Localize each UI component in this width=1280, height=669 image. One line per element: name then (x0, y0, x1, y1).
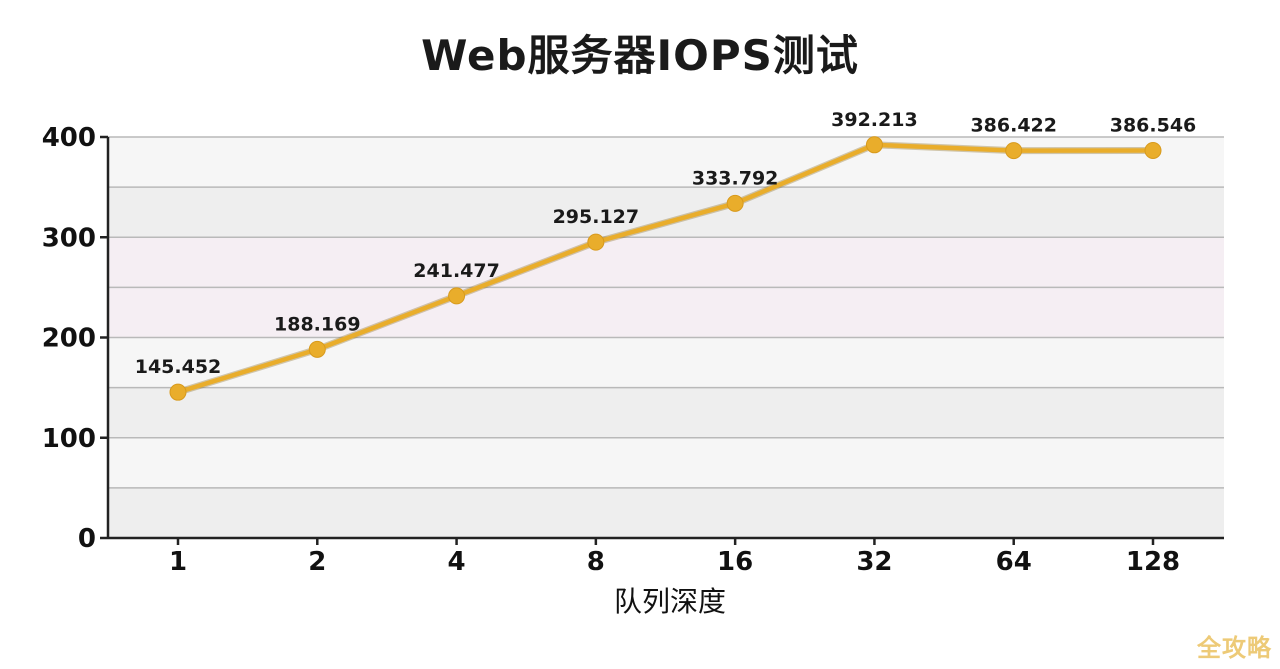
plot-band (108, 137, 1224, 188)
watermark: 全攻略 (1197, 634, 1272, 662)
data-label: 386.546 (1110, 114, 1197, 136)
x-tick-labels: 1 2 4 8 16 32 64 128 (169, 547, 1180, 577)
data-label: 386.422 (970, 115, 1057, 137)
y-tick-labels: 0 100 200 300 400 (42, 123, 96, 554)
data-point (865, 136, 883, 154)
plot-band (108, 187, 1224, 238)
data-point (1144, 141, 1162, 159)
plot-band (108, 387, 1224, 438)
y-tick-label: 100 (42, 424, 96, 454)
x-tick-label: 16 (717, 547, 753, 577)
data-label: 295.127 (553, 206, 640, 228)
x-axis-label: 队列深度 (613, 585, 726, 618)
x-tick-label: 32 (856, 547, 892, 577)
data-point (308, 340, 326, 358)
data-point (726, 194, 744, 212)
chart-title: Web服务器IOPS测试 (421, 31, 859, 80)
data-point (587, 233, 605, 251)
data-point (169, 383, 187, 401)
series-line (175, 142, 1156, 395)
axes (100, 135, 1224, 545)
x-tick-label: 8 (587, 547, 605, 577)
x-tick-label: 1 (169, 547, 187, 577)
data-label: 392.213 (831, 109, 918, 131)
data-series (169, 136, 1162, 401)
x-tick-label: 128 (1126, 547, 1180, 577)
data-label: 145.452 (135, 356, 222, 378)
plot-background-bands (108, 137, 1224, 538)
x-tick-label: 4 (448, 547, 466, 577)
y-tick-label: 0 (78, 524, 96, 554)
x-tick-label: 64 (996, 547, 1032, 577)
data-label: 333.792 (692, 167, 779, 189)
data-label: 188.169 (274, 313, 361, 335)
y-tick-label: 300 (42, 223, 96, 253)
y-tick-label: 400 (42, 123, 96, 153)
y-tick-label: 200 (42, 324, 96, 354)
plot-band (108, 287, 1224, 338)
plot-band (108, 437, 1224, 488)
data-point (1005, 142, 1023, 160)
data-labels: 145.452 188.169 241.477 295.127 333.792 392.2… (135, 109, 1197, 378)
plot-band (108, 237, 1224, 288)
data-label: 241.477 (413, 260, 500, 282)
x-tick-label: 2 (308, 547, 326, 577)
plot-band (108, 487, 1224, 538)
data-point (448, 287, 466, 305)
plot-band (108, 337, 1224, 388)
